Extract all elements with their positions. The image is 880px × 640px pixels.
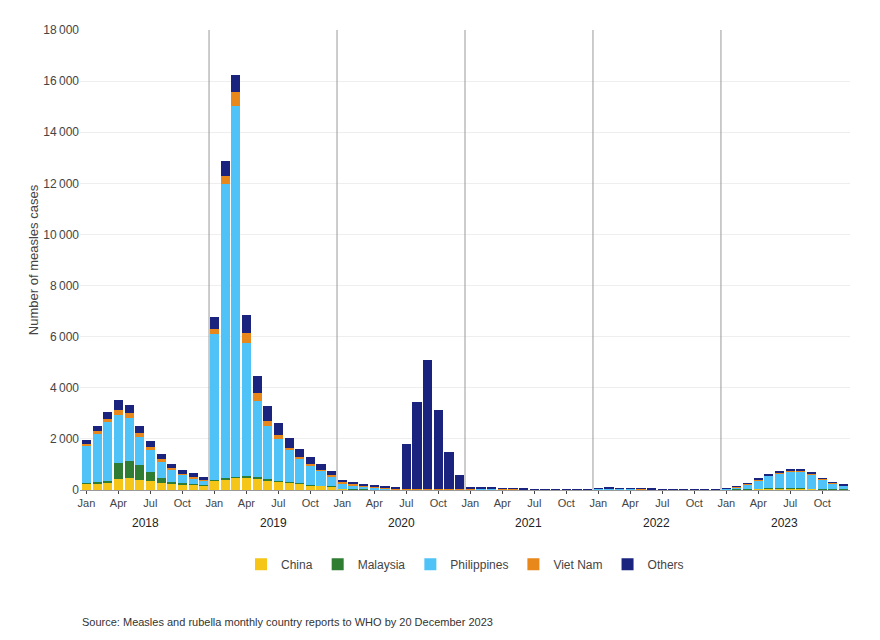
svg-text:4 000: 4 000 (50, 381, 79, 395)
svg-text:Jan: Jan (589, 497, 607, 509)
svg-text:2019: 2019 (260, 516, 287, 530)
svg-text:2021: 2021 (515, 516, 542, 530)
svg-text:18 000: 18 000 (43, 23, 79, 37)
svg-text:China: China (281, 558, 313, 572)
svg-text:Jan: Jan (206, 497, 224, 509)
svg-text:0: 0 (72, 483, 79, 497)
svg-text:2 000: 2 000 (50, 432, 79, 446)
svg-text:Jul: Jul (271, 497, 285, 509)
svg-text:Jul: Jul (143, 497, 157, 509)
svg-text:Others: Others (648, 558, 684, 572)
svg-text:Apr: Apr (366, 497, 383, 509)
svg-text:14 000: 14 000 (43, 125, 79, 139)
svg-text:Oct: Oct (558, 497, 575, 509)
svg-text:Apr: Apr (750, 497, 767, 509)
svg-text:2023: 2023 (771, 516, 798, 530)
svg-text:Apr: Apr (494, 497, 511, 509)
svg-text:Viet Nam: Viet Nam (553, 558, 602, 572)
svg-text:10 000: 10 000 (43, 228, 79, 242)
svg-text:Number of measles cases: Number of measles cases (26, 184, 41, 335)
svg-text:Jan: Jan (78, 497, 96, 509)
svg-text:Malaysia: Malaysia (358, 558, 406, 572)
svg-text:Jan: Jan (333, 497, 351, 509)
svg-text:Apr: Apr (622, 497, 639, 509)
svg-text:Jul: Jul (399, 497, 413, 509)
svg-text:6 000: 6 000 (50, 330, 79, 344)
svg-text:2022: 2022 (643, 516, 670, 530)
svg-text:12 000: 12 000 (43, 177, 79, 191)
svg-text:Philippines: Philippines (450, 558, 508, 572)
svg-text:2020: 2020 (388, 516, 415, 530)
svg-text:16 000: 16 000 (43, 74, 79, 88)
svg-text:Jan: Jan (717, 497, 735, 509)
svg-text:Oct: Oct (430, 497, 447, 509)
svg-text:8 000: 8 000 (50, 279, 79, 293)
svg-text:Jul: Jul (527, 497, 541, 509)
svg-text:Jul: Jul (655, 497, 669, 509)
svg-text:Apr: Apr (110, 497, 127, 509)
svg-text:2018: 2018 (132, 516, 159, 530)
svg-text:Oct: Oct (302, 497, 319, 509)
svg-text:Jul: Jul (783, 497, 797, 509)
svg-text:Jan: Jan (461, 497, 479, 509)
svg-text:Oct: Oct (686, 497, 703, 509)
svg-text:Source: Measles and rubella mo: Source: Measles and rubella monthly coun… (82, 616, 493, 628)
svg-text:Oct: Oct (814, 497, 831, 509)
svg-text:Oct: Oct (174, 497, 191, 509)
svg-text:Apr: Apr (238, 497, 255, 509)
